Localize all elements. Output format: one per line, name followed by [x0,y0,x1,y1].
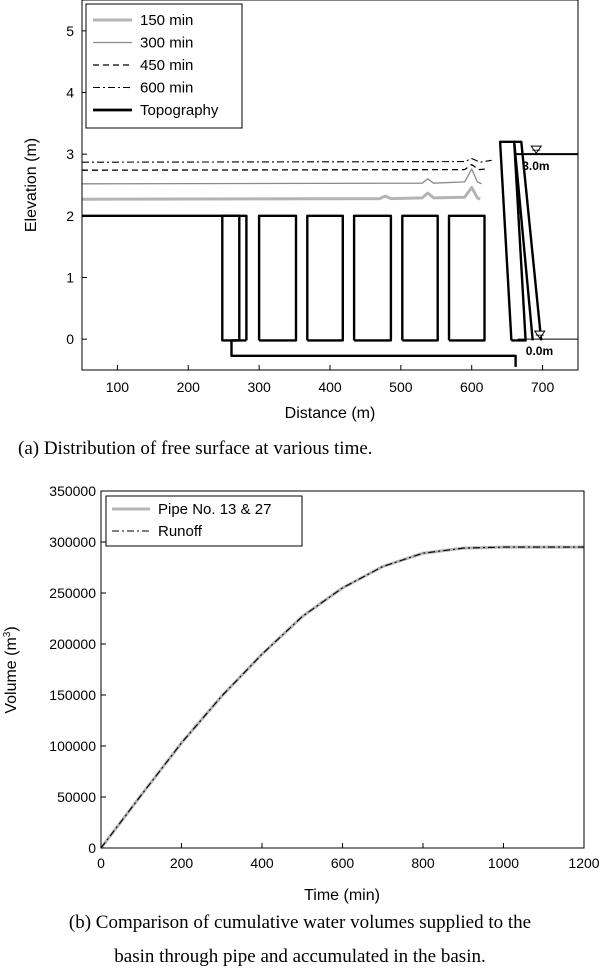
series-line-3 [81,163,486,171]
series-line-4 [81,157,492,163]
y-axis-label: Elevation (m) [23,138,40,232]
legend-label-2: 300 min [140,35,193,52]
x-tick-label: 400 [250,855,274,871]
y-tick-label: 1 [66,270,74,286]
x-tick-label: 400 [318,379,342,395]
legend-label-1: 150 min [140,12,193,29]
y-axis-label-sup: 3 [2,631,13,637]
legend: 150 min 300 min 450 min 600 min Topography [85,3,243,129]
topography-segment-5 [352,214,393,342]
topography-segment-3 [257,214,298,342]
caption-a: (a) Distribution of free surface at vari… [18,438,373,459]
legend-label-5: Topography [140,102,219,119]
topography-segment-2 [221,214,248,342]
y-tick-label: 100000 [49,738,96,754]
y-tick-label: 350000 [49,483,96,499]
legend-box [85,3,243,129]
x-tick-label: 600 [331,855,355,871]
x-tick-label: 700 [531,379,555,395]
x-tick-label: 1200 [568,855,599,871]
legend-label-3: 450 min [140,57,193,74]
x-tick-label: 300 [247,379,271,395]
x-axis-label: Distance (m) [285,405,376,422]
topography-segment-4 [306,214,344,342]
y-axis-label: Volume (m3) [2,626,20,713]
y-tick-label: 2 [66,208,74,224]
x-tick-label: 1000 [488,855,519,871]
topography-segment-1 [82,214,517,367]
elevation-chart: 3.0m 0.0m 100 200 300 400 500 600 700 0 1 2 3 4 5 Dis… [23,0,579,422]
topography-segment-6 [401,214,439,342]
volume-chart: 0 200 400 600 800 1000 1200 0 50000 100000 150000 2… [2,483,600,904]
water-level-label-1: 3.0m [522,159,549,173]
x-tick-label: 800 [411,855,435,871]
water-level-label-2: 0.0m [526,344,553,358]
x-tick-label: 500 [389,379,413,395]
legend: Pipe No. 13 & 27 Runoff [105,495,303,547]
y-tick-label: 250000 [49,585,96,601]
legend-label-2: Runoff [158,523,203,540]
x-axis-label: Time (min) [304,887,380,904]
x-tick-label: 200 [170,855,194,871]
legend-label-1: Pipe No. 13 & 27 [158,501,271,518]
caption-b-line2: basin through pipe and accumulated in th… [114,946,486,967]
x-tick-label: 200 [177,379,201,395]
y-tick-label: 3 [66,146,74,162]
series-line-2 [100,546,584,849]
caption-b-line1: (b) Comparison of cumulative water volum… [68,912,532,933]
y-tick-label: 0 [88,840,96,856]
y-tick-label: 300000 [49,534,96,550]
water-level-marker-1 [530,145,543,155]
y-tick-label: 50000 [57,789,96,805]
y-axis-label-main: Volume (m [3,637,20,713]
legend-box [105,495,303,547]
water-level-marker-2 [533,330,546,340]
series-line-1 [99,545,584,849]
y-tick-label: 4 [66,85,74,101]
y-tick-label: 200000 [49,636,96,652]
series-line-2 [81,168,482,185]
x-tick-label: 600 [460,379,484,395]
x-tick-label: 100 [106,379,130,395]
y-tick-label: 0 [66,331,74,347]
series-line-1 [81,186,481,201]
legend-label-4: 600 min [140,80,193,97]
topography-segment-7 [447,214,486,342]
topography-segment-9 [513,140,543,341]
y-axis-label-tail: ) [3,626,20,631]
y-tick-label: 5 [66,23,74,39]
x-tick-label: 0 [97,855,105,871]
y-tick-label: 150000 [49,687,96,703]
caption-b: (b) Comparison of cumulative water volum… [0,906,600,974]
